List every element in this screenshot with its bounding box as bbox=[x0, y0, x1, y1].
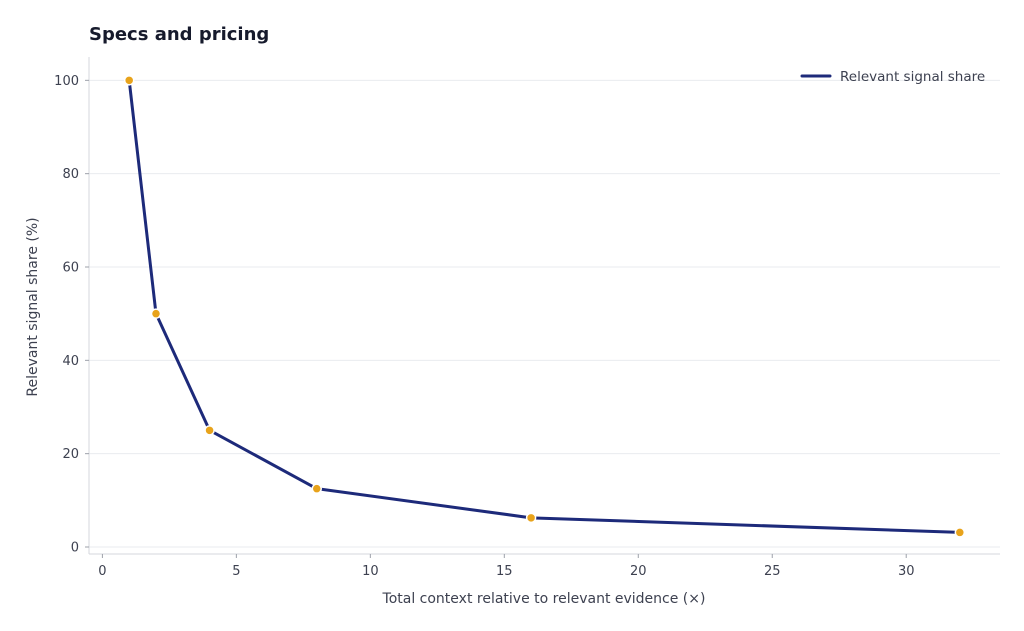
x-axis-label: Total context relative to relevant evide… bbox=[382, 591, 706, 607]
legend[interactable]: Relevant signal share bbox=[800, 69, 985, 85]
grid-layer bbox=[89, 79, 1000, 548]
y-axis-label: Relevant signal share (%) bbox=[25, 217, 41, 396]
x-tick-label: 0 bbox=[98, 564, 106, 579]
chart-title: Specs and pricing bbox=[89, 24, 269, 45]
x-tick-label: 5 bbox=[232, 564, 240, 579]
x-tick-label: 10 bbox=[362, 564, 379, 579]
ticks-layer: 0 20 40 60 80 100 0 5 10 15 20 25 30 bbox=[54, 74, 914, 579]
y-tick-label: 60 bbox=[62, 261, 79, 276]
x-tick-label: 25 bbox=[764, 564, 781, 579]
data-point[interactable] bbox=[954, 527, 966, 538]
data-point[interactable] bbox=[150, 308, 162, 319]
x-tick-label: 20 bbox=[630, 564, 647, 579]
y-tick-label: 80 bbox=[62, 167, 79, 182]
y-tick-label: 40 bbox=[62, 354, 79, 369]
data-point[interactable] bbox=[204, 425, 215, 436]
series-layer bbox=[123, 75, 966, 538]
data-point[interactable] bbox=[123, 75, 135, 86]
series-line bbox=[127, 78, 962, 534]
x-tick-label: 15 bbox=[496, 564, 513, 579]
y-tick-label: 20 bbox=[62, 447, 79, 462]
y-tick-label: 0 bbox=[71, 541, 79, 556]
data-point[interactable] bbox=[525, 512, 537, 524]
y-tick-label: 100 bbox=[54, 74, 79, 89]
data-point[interactable] bbox=[311, 483, 322, 494]
legend-label-relevant-signal-share: Relevant signal share bbox=[840, 69, 985, 85]
x-tick-label: 30 bbox=[898, 564, 915, 579]
